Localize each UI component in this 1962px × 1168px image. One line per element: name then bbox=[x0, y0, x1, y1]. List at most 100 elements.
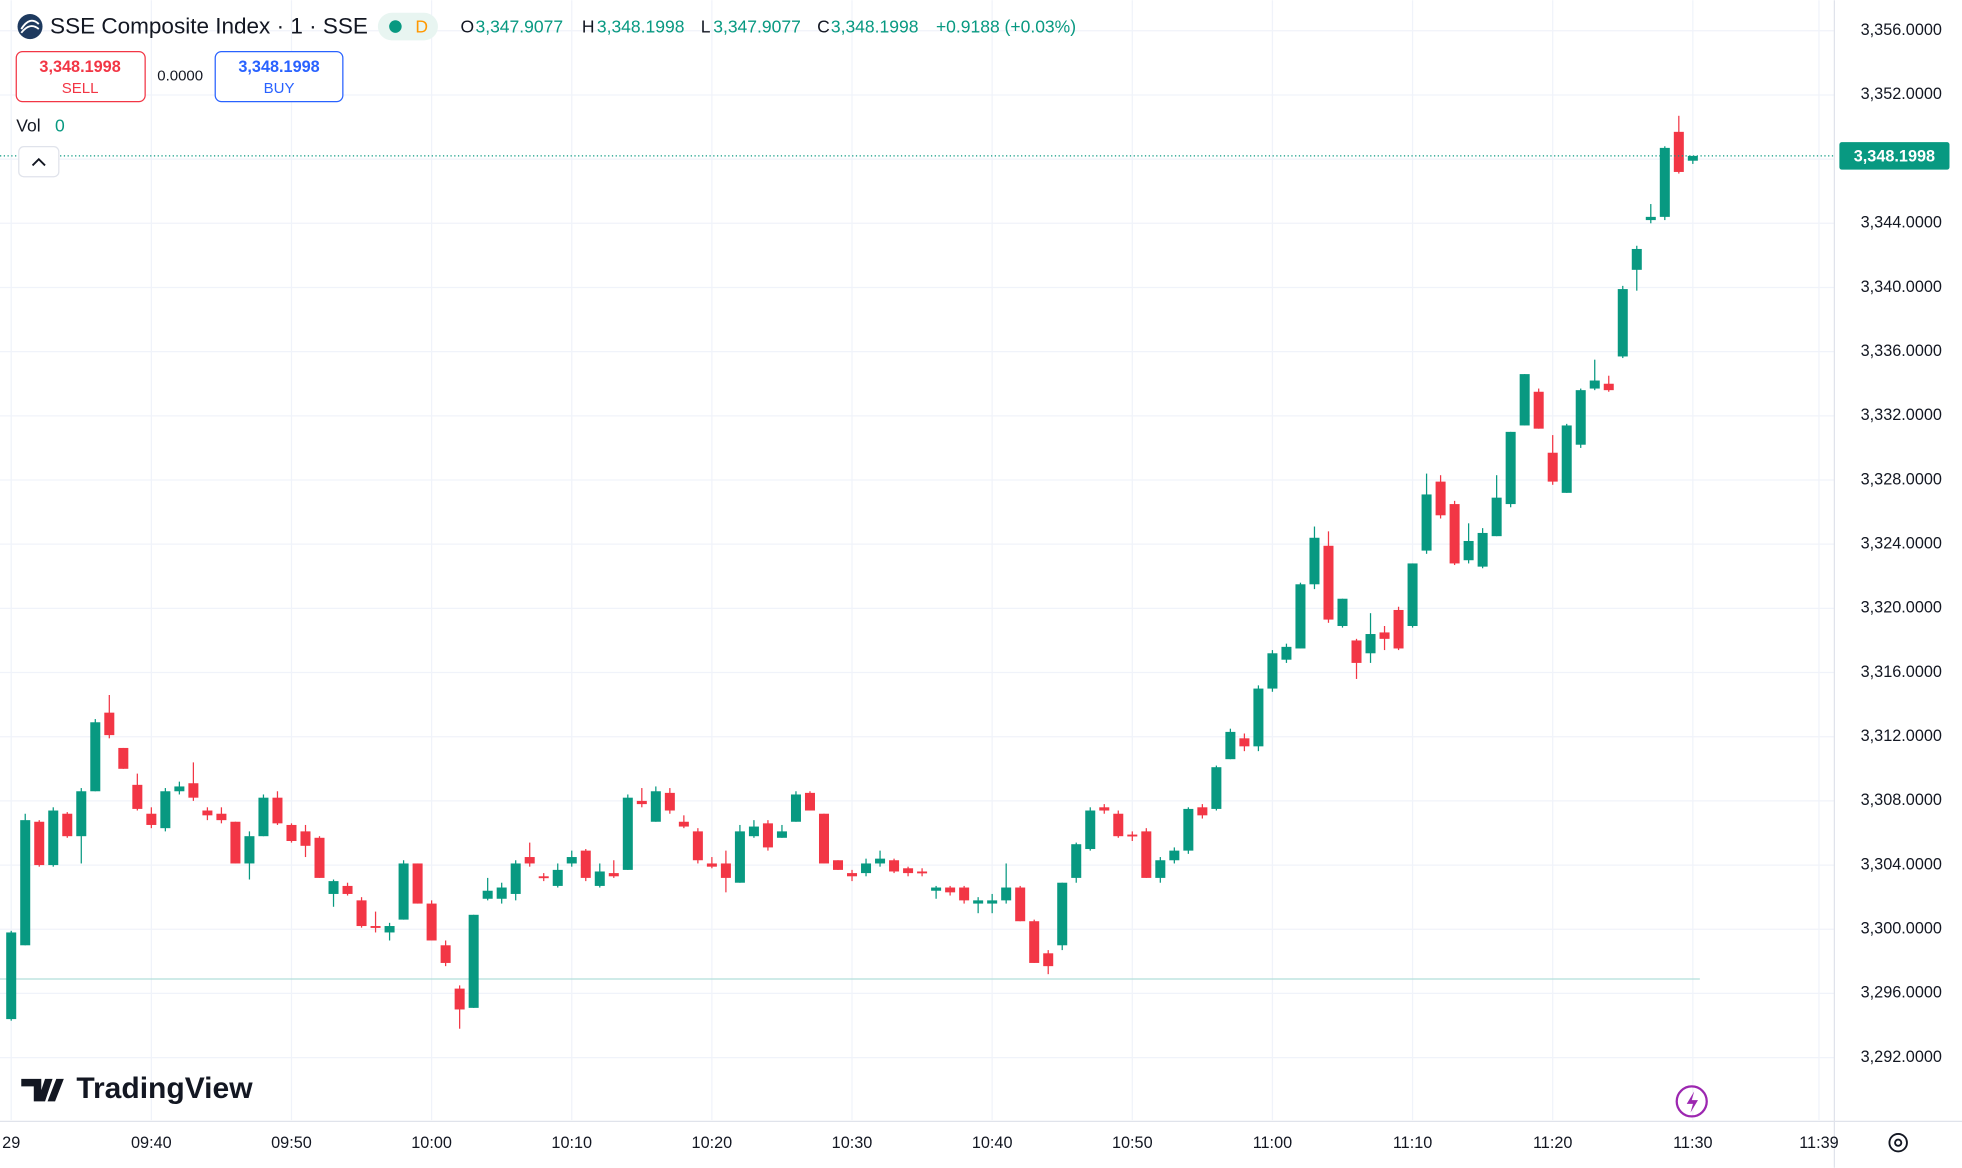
candle-body bbox=[1309, 537, 1320, 585]
candle-body bbox=[1225, 731, 1236, 760]
candle-body bbox=[804, 792, 815, 811]
candle-body bbox=[692, 831, 703, 861]
candle-body bbox=[1113, 813, 1124, 837]
candle-body bbox=[1295, 584, 1306, 649]
x-tick-label: 10:50 bbox=[1112, 1134, 1153, 1152]
candle-body bbox=[398, 863, 409, 920]
candle-body bbox=[76, 791, 87, 837]
last-price-badge bbox=[1839, 142, 1950, 170]
price-axis: 3,292.0000 3,296.0000 3,300.0000 3,304.0000… bbox=[1839, 21, 1950, 1066]
candle-body bbox=[412, 863, 423, 904]
candle-body bbox=[370, 926, 381, 928]
close-label: C bbox=[817, 16, 830, 36]
ohlc-legend: O 3,347.9077 H 3,348.1998 L 3,347.9077 C… bbox=[460, 16, 1076, 36]
market-status-dot bbox=[389, 20, 402, 33]
settings-button[interactable] bbox=[1888, 1132, 1908, 1153]
candle-body bbox=[1351, 640, 1362, 663]
sell-label: SELL bbox=[62, 80, 99, 97]
candle-body bbox=[1547, 452, 1558, 482]
candle-body bbox=[1575, 390, 1586, 445]
candle-body bbox=[1505, 431, 1516, 505]
brand-name: TradingView bbox=[76, 1072, 253, 1105]
x-tick-label: 10:00 bbox=[411, 1134, 452, 1152]
candle-body bbox=[566, 857, 577, 864]
collapse-button[interactable] bbox=[18, 146, 60, 178]
candle-body bbox=[146, 813, 157, 825]
candle-body bbox=[678, 821, 689, 827]
y-tick-label: 3,296.0000 bbox=[1861, 984, 1942, 1002]
candle-body bbox=[861, 863, 872, 874]
candle-body bbox=[1365, 634, 1376, 654]
candle-body bbox=[90, 722, 101, 792]
y-tick-label: 3,332.0000 bbox=[1861, 406, 1942, 424]
candle-body bbox=[104, 712, 115, 736]
lightning-button[interactable] bbox=[1675, 1085, 1708, 1118]
candle-body bbox=[1631, 248, 1642, 270]
candle-body bbox=[734, 831, 745, 883]
x-tick-label: 11:10 bbox=[1393, 1134, 1432, 1152]
candle-body bbox=[1617, 289, 1628, 357]
candle-body bbox=[889, 860, 900, 872]
y-tick-label: 3,308.0000 bbox=[1861, 791, 1942, 809]
candle-body bbox=[510, 863, 521, 894]
interval-badge: D bbox=[415, 16, 428, 36]
symbol-title[interactable]: SSE Composite Index · 1 · SSE bbox=[50, 14, 368, 39]
candle-body bbox=[258, 797, 269, 837]
candle-body bbox=[20, 820, 31, 946]
candle-body bbox=[790, 794, 801, 822]
candle-body bbox=[328, 881, 339, 894]
candle-body bbox=[1323, 545, 1334, 620]
candle-body bbox=[34, 821, 45, 866]
candle-body bbox=[664, 792, 675, 811]
candle-body bbox=[1057, 882, 1068, 946]
buy-price: 3,348.1998 bbox=[238, 58, 319, 76]
candle-body bbox=[818, 813, 830, 864]
candle-body bbox=[1589, 380, 1600, 389]
candle-body bbox=[468, 914, 479, 1008]
x-tick-label: 09:40 bbox=[131, 1134, 172, 1152]
candle-body bbox=[454, 988, 465, 1010]
candle-body bbox=[636, 800, 647, 805]
candle-body bbox=[1253, 688, 1264, 747]
candle-body bbox=[1071, 844, 1082, 878]
candle-body bbox=[160, 791, 171, 829]
candle-body bbox=[917, 871, 928, 874]
candle-body bbox=[1029, 921, 1040, 963]
candle-body bbox=[875, 858, 886, 864]
x-tick-label: 11:20 bbox=[1533, 1134, 1572, 1152]
x-tick-label: 11:39 bbox=[1799, 1134, 1838, 1152]
candle-body bbox=[1001, 887, 1012, 901]
y-tick-label: 3,340.0000 bbox=[1861, 278, 1942, 296]
open-label: O bbox=[460, 16, 474, 36]
y-tick-label: 3,328.0000 bbox=[1861, 470, 1942, 488]
candle-body bbox=[1519, 374, 1530, 426]
candle-body bbox=[1561, 425, 1572, 493]
candle-body bbox=[188, 783, 199, 798]
candle-body bbox=[62, 813, 73, 837]
low-label: L bbox=[701, 16, 711, 36]
close-value: 3,348.1998 bbox=[831, 16, 919, 36]
candle-body bbox=[1687, 155, 1698, 161]
x-tick-label: 10:40 bbox=[972, 1134, 1013, 1152]
candle-body bbox=[174, 786, 185, 792]
candle-body bbox=[482, 890, 493, 899]
time-axis: 29 09:40 09:50 10:00 10:10 10:20 10:30 10:40 10:… bbox=[2, 1134, 1839, 1152]
candle-body bbox=[622, 797, 633, 870]
spread: 0.0000 bbox=[157, 68, 203, 85]
candle-body bbox=[1169, 850, 1180, 861]
candle-body bbox=[230, 821, 241, 864]
candle-body bbox=[1155, 860, 1166, 878]
candle-body bbox=[216, 813, 227, 821]
candle-body bbox=[1603, 383, 1614, 391]
status-badge[interactable] bbox=[377, 12, 438, 41]
candle-body bbox=[524, 857, 535, 864]
x-tick-label: 11:30 bbox=[1673, 1134, 1712, 1152]
candle-body bbox=[538, 876, 549, 879]
settings-icon bbox=[1894, 1138, 1903, 1147]
sell-button[interactable] bbox=[15, 50, 146, 103]
candle-body bbox=[650, 791, 661, 822]
buy-button[interactable] bbox=[214, 50, 344, 103]
candle-body bbox=[748, 826, 759, 837]
collapse-icon bbox=[31, 157, 46, 167]
